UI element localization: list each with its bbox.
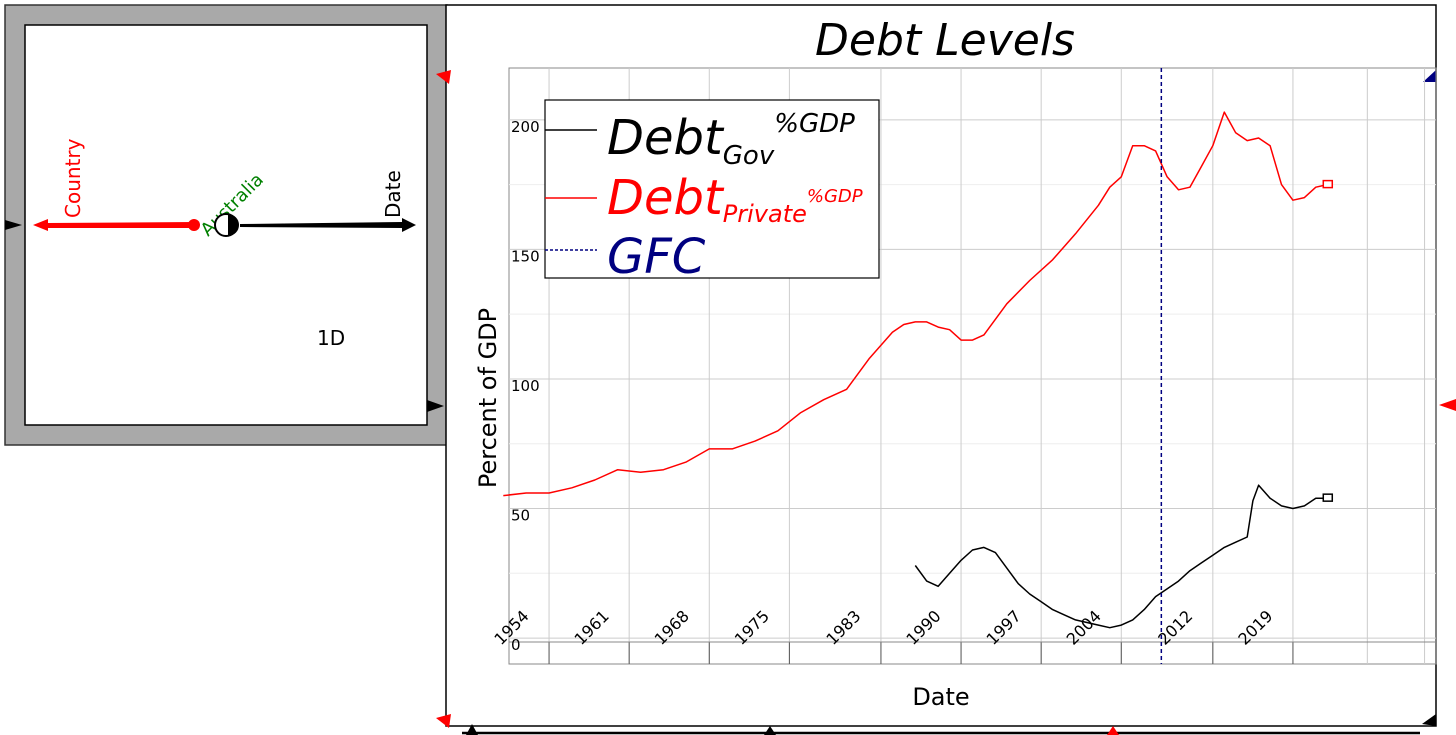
y-tick-label: 50 [511,507,530,525]
legend-label-gfc: GFC [607,229,706,285]
port-marker-bottom-left[interactable] [436,714,451,728]
ravel-rank-label: 1D [317,326,345,350]
y-tick-label: 150 [511,247,540,265]
chart-title: Debt Levels [815,15,1075,66]
x-axis-label: Date [912,683,969,711]
y-tick-label: 0 [511,636,521,654]
port-marker-top-right[interactable] [1423,70,1436,82]
legend: DebtGov%GDP DebtPrivate%GDP GFC [544,99,880,285]
legend-entry-gov: DebtGov%GDP [545,109,855,171]
grid [509,68,1436,664]
date-axis-label: Date [381,170,405,218]
ravel-widget[interactable]: Country Australia Date 1D [4,4,448,446]
series-line-private [503,111,1328,497]
port-marker-bottom-right[interactable] [1422,714,1436,726]
legend-box [544,99,880,279]
y-ticks: 0 50 100 150 200 [511,118,540,654]
port-marker-top-left[interactable] [436,70,451,84]
series [503,68,1334,664]
y-axis-label: Percent of GDP [474,308,502,488]
plot-area [508,67,1437,665]
ravel-center-half [228,214,239,236]
bottom-port-2[interactable] [764,726,776,735]
country-axis-label: Country [61,138,85,218]
country-slice-marker[interactable] [188,219,200,231]
legend-entry-private: DebtPrivate%GDP [545,170,863,228]
ravel-right-port[interactable] [427,400,444,412]
series-line-gov [914,484,1328,629]
country-axis-handle[interactable] [33,219,195,231]
ravel-left-port[interactable] [5,220,22,230]
port-marker-right[interactable] [1439,399,1456,411]
y-tick-label: 100 [511,377,540,395]
legend-label-private: DebtPrivate%GDP [607,170,863,228]
bottom-port-1[interactable] [466,724,478,735]
legend-entry-gfc: GFC [545,229,706,285]
y-tick-label: 200 [511,118,540,136]
series-end-marker [1322,493,1334,502]
date-axis-handle[interactable] [240,218,416,232]
legend-label-gov: DebtGov%GDP [607,109,855,171]
series-end-marker [1322,179,1334,189]
bottom-port-3[interactable] [1107,726,1119,735]
